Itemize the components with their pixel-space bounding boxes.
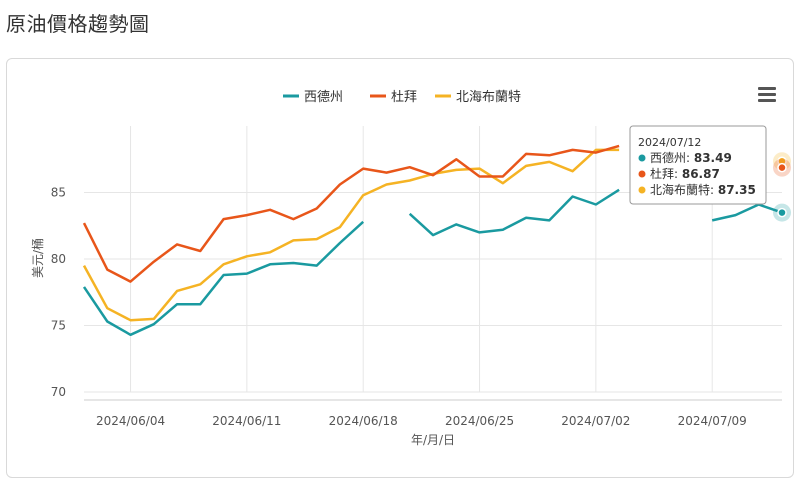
x-tick-label: 2024/07/09 (678, 414, 747, 428)
x-tick-label: 2024/06/25 (445, 414, 514, 428)
point-marker-wti (777, 207, 787, 218)
tooltip-label-dubai: 杜拜: 86.87 (650, 166, 720, 181)
legend-item-wti[interactable]: 西德州 (283, 90, 343, 105)
series-layer (82, 146, 783, 337)
y-tick-label: 80 (51, 252, 66, 266)
price-trend-chart: 70 75 80 85 2024/06/04 2024/06/11 2024/06/18 20… (30, 87, 791, 447)
legend-dubai-label: 杜拜 (391, 90, 417, 105)
tooltip-date: 2024/07/12 (638, 136, 701, 149)
tooltip-value-brent: 87.35 (718, 183, 756, 197)
x-axis-title: 年/月/日 (411, 433, 455, 447)
y-tick-label: 85 (51, 186, 66, 200)
x-tick-label: 2024/07/02 (561, 414, 630, 428)
tooltip-value-dubai: 86.87 (682, 167, 720, 181)
point-marker-dubai (777, 162, 787, 173)
y-tick-label: 75 (51, 319, 66, 333)
x-tick-label: 2024/06/04 (96, 414, 165, 428)
y-tick-label: 70 (51, 385, 66, 399)
legend: 西德州 杜拜 北海布蘭特 (283, 89, 521, 105)
tooltip-label-wti: 西德州: 83.49 (650, 150, 732, 165)
marker-layer (773, 152, 791, 222)
tooltip-value-wti: 83.49 (694, 151, 732, 165)
legend-brent-label: 北海布蘭特 (456, 89, 521, 105)
axis-layer: 70 75 80 85 2024/06/04 2024/06/11 2024/06/18 20… (51, 186, 747, 429)
legend-item-dubai[interactable]: 杜拜 (370, 90, 417, 105)
tooltip-box (629, 125, 767, 205)
tooltip-dot-dubai (638, 170, 646, 178)
legend-item-brent[interactable]: 北海布蘭特 (435, 89, 521, 105)
hamburger-menu-icon[interactable] (758, 87, 776, 102)
x-tick-label: 2024/06/18 (329, 414, 398, 428)
y-axis-title: 美元/桶 (30, 238, 45, 278)
x-tick-label: 2024/06/11 (212, 414, 281, 428)
page-title: 原油價格趨勢圖 (6, 12, 150, 36)
tooltip-dot-brent (638, 186, 646, 194)
legend-wti-label: 西德州 (304, 90, 343, 105)
tooltip-label-brent: 北海布蘭特: 87.35 (650, 182, 756, 197)
tooltip-dot-wti (638, 154, 646, 162)
series-line-wti (82, 188, 783, 337)
